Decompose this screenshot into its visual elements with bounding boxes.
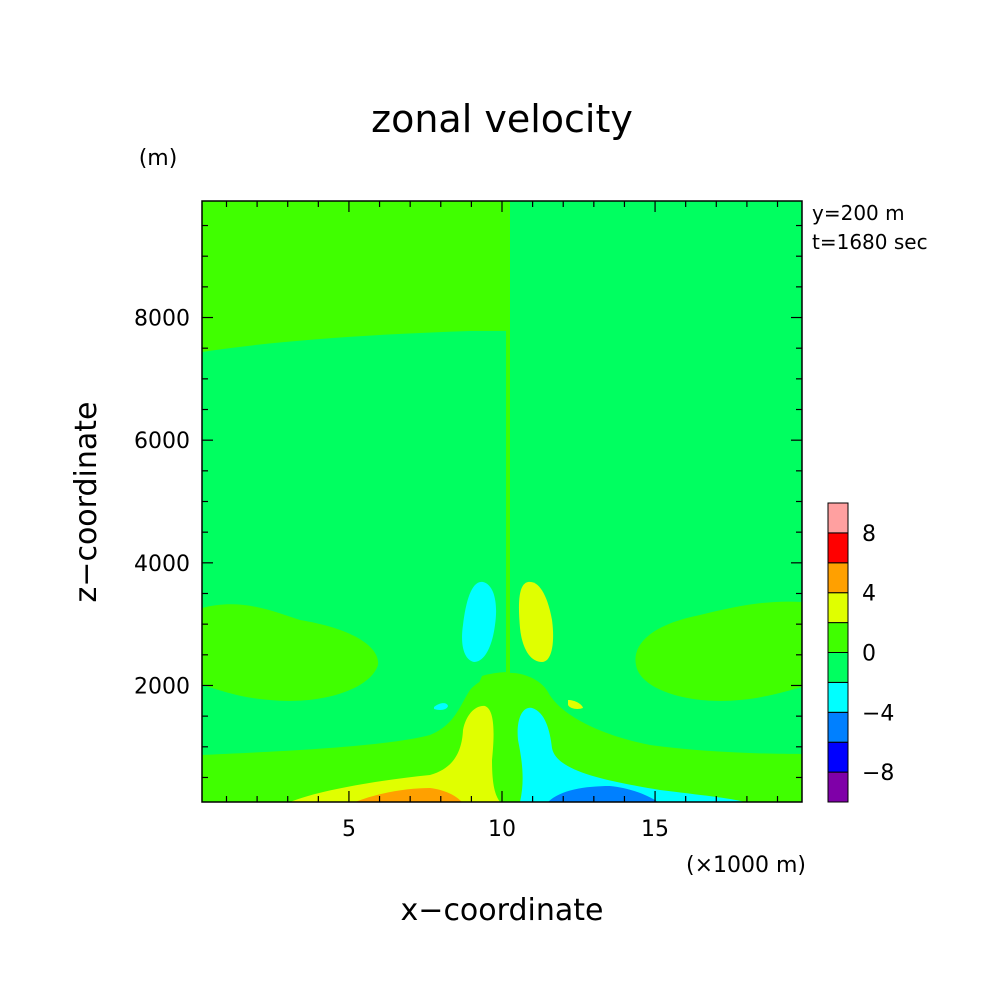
x-tick-label: 10 [488,817,516,842]
colorbar-swatch [827,681,849,713]
y-tick-label: 2000 [134,674,190,699]
chart-title: zonal velocity [371,97,633,141]
colorbar-tick-label: −8 [862,761,894,786]
colorbar: −8 −4 0 4 8 [827,502,894,803]
region-right-positive-band [635,601,802,701]
colorbar-tick-label: 0 [862,642,876,667]
region-right-yellow-lobe [518,581,554,662]
colorbar-swatch [827,711,849,743]
plot-area [201,200,803,803]
region-lower-right-blue [548,786,658,802]
colorbar-swatch [827,562,849,594]
region-left-cyan-lobe [462,581,497,662]
y-tick-label: 8000 [134,307,190,332]
colorbar-swatch [827,652,849,683]
colorbar-swatch [827,622,849,653]
y-unit-label: (m) [139,146,178,171]
y-tick-label: 4000 [134,552,190,577]
colorbar-swatch [827,771,849,803]
annotation-y-position: y=200 m [812,201,905,225]
colorbar-tick-label: −4 [862,701,894,726]
region-lower-left-positive [202,673,508,802]
x-axis-label: x−coordinate [401,893,604,928]
colorbar-swatch [827,502,849,534]
region-lower-right-positive [508,672,802,802]
x-tick-label: 15 [641,817,669,842]
region-lower-left-yellow [290,705,500,802]
region-small-cyan [434,703,448,710]
colorbar-swatch [827,741,849,773]
x-tick-label: 5 [342,817,356,842]
region-small-yellow [568,700,583,709]
y-tick-label: 6000 [134,429,190,454]
colorbar-tick-label: 4 [862,582,876,607]
region-left-positive-band [202,604,379,701]
region-upper-right [508,201,802,352]
annotation-time: t=1680 sec [812,230,928,254]
axes: 5 10 15 2000 4000 6000 8000 [134,201,802,842]
colorbar-swatch [827,592,849,624]
x-unit-label: (×1000 m) [686,853,806,878]
region-center-cap [476,672,508,700]
region-upper-left [202,201,508,352]
colorbar-tick-label: 8 [862,522,876,547]
region-lower-left-orange [355,788,462,802]
region-lower-right-cyan [517,707,745,802]
colorbar-swatch [827,532,849,564]
y-axis-label: z−coordinate [69,402,104,603]
